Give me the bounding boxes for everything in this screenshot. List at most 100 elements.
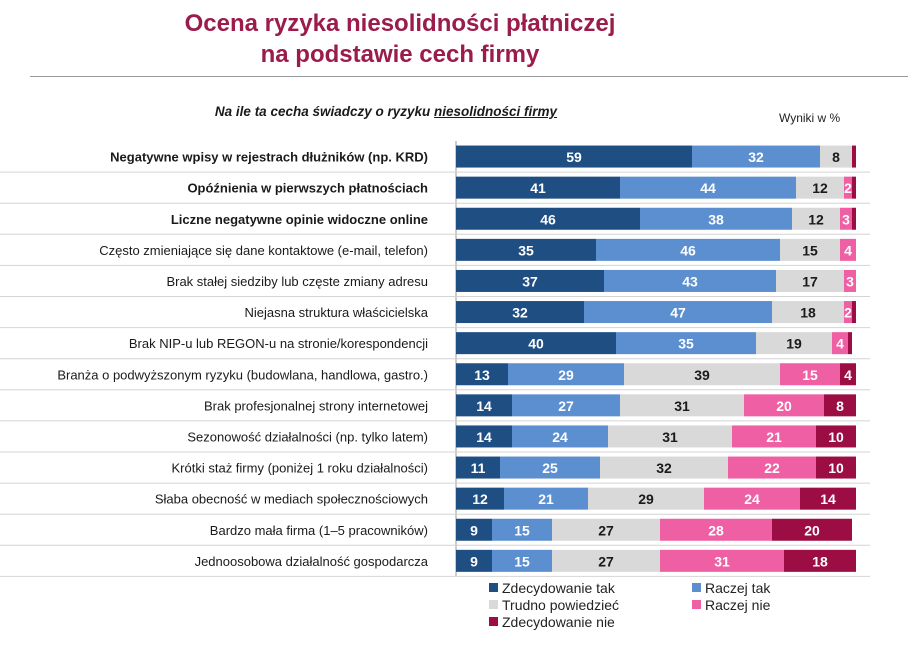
data-label: 8: [836, 398, 844, 414]
subtitle-prefix: Na ile ta cecha świadczy o ryzyku: [214, 104, 435, 119]
bar-segment: [600, 456, 728, 479]
bar-segment: [772, 518, 852, 541]
data-label: 9: [470, 553, 478, 569]
bar-segment: [608, 425, 732, 448]
data-label: 20: [804, 522, 820, 538]
data-label: 27: [598, 553, 614, 569]
bar-segment: [456, 363, 508, 386]
bar-segment: [796, 176, 844, 199]
data-label: 3: [842, 211, 850, 227]
legend-swatch: [692, 583, 701, 592]
bar-segment: [772, 301, 844, 324]
data-label: 39: [694, 367, 710, 383]
data-label: 10: [828, 460, 844, 476]
data-label: 15: [802, 242, 818, 258]
bar-segment: [508, 363, 624, 386]
data-label: 35: [518, 242, 534, 258]
data-label: 18: [812, 553, 828, 569]
category-label: Sezonowość działalności (np. tylko latem…: [187, 429, 428, 444]
data-label: 9: [470, 522, 478, 538]
data-label: 11: [471, 460, 486, 476]
data-label: 46: [680, 242, 696, 258]
legend-label: Raczej tak: [705, 580, 771, 596]
data-label: 35: [678, 336, 694, 352]
bar-segment: [492, 518, 552, 541]
data-label: 25: [542, 460, 558, 476]
bar-segment: [604, 269, 776, 292]
legend-item-raczej-nie: Raczej nie: [692, 597, 770, 613]
bar-segment: [852, 301, 856, 324]
data-label: 15: [514, 553, 530, 569]
legend-item-zdecydowanie-tak: Zdecydowanie tak: [489, 580, 615, 596]
category-label: Branża o podwyższonym ryzyku (budowlana,…: [57, 367, 428, 382]
data-label: 59: [566, 149, 582, 165]
data-label: 10: [828, 429, 844, 445]
data-label: 15: [802, 367, 818, 383]
bar-segment: [512, 425, 608, 448]
bar-segment: [848, 332, 852, 355]
bar-segment: [500, 456, 600, 479]
data-label: 12: [472, 491, 488, 507]
bar-segment: [456, 269, 604, 292]
bar-segment: [840, 238, 856, 261]
chart-title: Ocena ryzyka niesolidności płatniczej na…: [0, 8, 800, 70]
category-label: Brak profesjonalnej strony internetowej: [204, 398, 428, 413]
data-label: 15: [514, 522, 530, 538]
bar-segment: [728, 456, 816, 479]
data-label: 43: [682, 273, 698, 289]
data-label: 8: [832, 149, 840, 165]
bar-segment: [512, 394, 620, 417]
bar-segment: [800, 487, 856, 510]
legend-swatch: [692, 600, 701, 609]
bar-segment: [616, 332, 756, 355]
bar-segment: [744, 394, 824, 417]
data-label: 40: [528, 336, 544, 352]
bar-segment: [852, 176, 856, 199]
bar-segment: [456, 176, 620, 199]
data-label: 31: [714, 553, 730, 569]
data-label: 4: [844, 367, 852, 383]
bar-segment: [844, 176, 852, 199]
data-label: 21: [538, 491, 554, 507]
bar-segment: [596, 238, 780, 261]
category-label: Często zmieniające się dane kontaktowe (…: [99, 243, 428, 258]
category-label: Brak stałej siedziby lub częste zmiany a…: [166, 274, 428, 289]
bar-segment: [780, 238, 840, 261]
bar-segment: [660, 549, 784, 572]
bar-segment: [456, 332, 616, 355]
title-divider: [30, 76, 908, 77]
bar-segment: [660, 518, 772, 541]
data-label: 24: [552, 429, 568, 445]
bar-segment: [816, 456, 856, 479]
data-label: 18: [800, 305, 816, 321]
data-label: 32: [656, 460, 672, 476]
bar-segment: [456, 301, 584, 324]
bar-segment: [824, 394, 856, 417]
bar-segment: [584, 301, 772, 324]
data-label: 29: [558, 367, 574, 383]
category-label: Bardzo mała firma (1–5 pracowników): [210, 523, 428, 538]
bar-segment: [784, 549, 856, 572]
bar-segment: [844, 269, 856, 292]
data-label: 2: [844, 305, 852, 321]
bar-segment: [852, 145, 856, 168]
bar-segment: [620, 176, 796, 199]
bar-segment: [816, 425, 856, 448]
data-label: 4: [844, 242, 852, 258]
bar-segment: [456, 394, 512, 417]
data-label: 14: [476, 398, 492, 414]
bar-segment: [692, 145, 820, 168]
category-label: Negatywne wpisy w rejestrach dłużników (…: [110, 150, 428, 165]
data-label: 28: [708, 522, 724, 538]
data-label: 44: [700, 180, 716, 196]
data-label: 14: [820, 491, 836, 507]
bar-segment: [840, 207, 852, 230]
units-note: Wyniki w %: [779, 111, 841, 125]
legend-label: Zdecydowanie nie: [502, 614, 615, 630]
data-label: 38: [708, 211, 724, 227]
category-label: Opóźnienia w pierwszych płatnościach: [187, 181, 428, 196]
legend-label: Trudno powiedzieć: [502, 597, 619, 613]
bar-segment: [756, 332, 832, 355]
bar-segment: [456, 487, 504, 510]
